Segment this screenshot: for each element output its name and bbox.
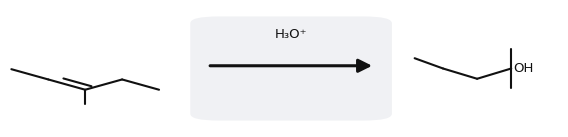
FancyBboxPatch shape [190, 16, 392, 121]
Text: H₃O⁺: H₃O⁺ [274, 28, 307, 41]
Text: OH: OH [513, 62, 534, 75]
